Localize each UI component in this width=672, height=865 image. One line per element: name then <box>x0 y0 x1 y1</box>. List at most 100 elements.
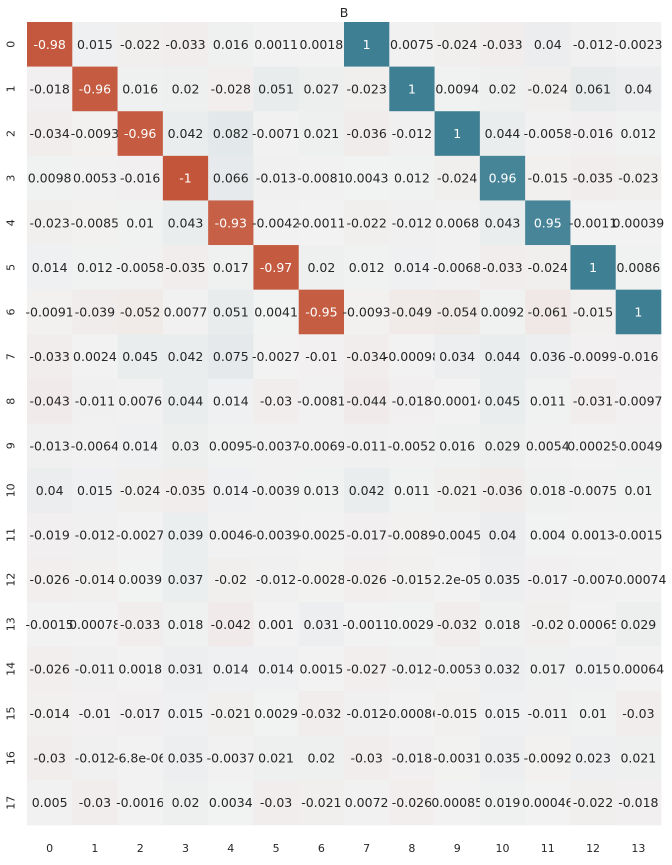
cell-value-label: -0.024 <box>437 171 477 186</box>
cell-value-label: 0.01 <box>579 706 607 721</box>
cell-value-label: 0.042 <box>168 349 204 364</box>
heatmap-cell <box>72 334 118 380</box>
heatmap-cell <box>117 245 164 290</box>
cell-value-label: -0.0058 <box>524 126 572 141</box>
heatmap-cell <box>525 155 571 201</box>
heatmap-cell <box>344 601 390 647</box>
heatmap-cell <box>525 245 571 290</box>
heatmap-cell <box>570 200 617 246</box>
heatmap-cell <box>253 66 300 112</box>
heatmap-cell <box>615 22 662 67</box>
cell-value-label: -0.007 <box>573 572 613 587</box>
heatmap-cell <box>27 468 73 514</box>
cell-value-label: 0.04 <box>36 483 64 498</box>
cell-value-label: -0.021 <box>211 706 251 721</box>
cell-value-label: -0.027 <box>346 661 386 676</box>
cell-value-label: 0.0053 <box>73 171 117 186</box>
x-tick-label: 11 <box>541 842 555 855</box>
heatmap-cell <box>162 780 209 826</box>
heatmap-cell <box>162 691 209 737</box>
heatmap-cell <box>525 334 571 380</box>
heatmap-cell <box>479 378 526 424</box>
cell-value-label: 0.031 <box>168 661 204 676</box>
cell-value-label: 0.051 <box>258 81 294 96</box>
cell-value-label: -0.0045 <box>433 528 481 543</box>
cell-value-label: 0.012 <box>349 260 385 275</box>
cell-value-label: -0.012 <box>392 215 432 230</box>
heatmap-cell <box>117 468 164 514</box>
heatmap-cell <box>479 289 526 335</box>
heatmap-cell <box>389 735 435 781</box>
heatmap-cell <box>525 468 571 514</box>
heatmap-cell <box>389 289 435 335</box>
cell-value-label: 0.0029 <box>254 706 298 721</box>
heatmap-cell <box>570 557 617 603</box>
heatmap-cell <box>479 22 526 67</box>
cell-value-label: 0.0072 <box>345 795 389 810</box>
heatmap-cell <box>72 66 118 112</box>
cell-value-label: -0.026 <box>29 572 69 587</box>
cell-value-label: 0.0077 <box>164 304 208 319</box>
cell-value-label: -0.01 <box>79 706 111 721</box>
heatmap-cell <box>298 512 345 558</box>
cell-value-label: 1 <box>363 37 371 52</box>
heatmap-cell <box>162 200 209 246</box>
heatmap-cell <box>434 557 481 603</box>
heatmap-cell <box>298 200 345 246</box>
cell-value-label: -0.039 <box>75 304 115 319</box>
heatmap-cell <box>27 423 73 469</box>
cell-value-label: -0.0093 <box>71 126 119 141</box>
heatmap-cell <box>117 66 164 112</box>
cell-value-label: 0.021 <box>303 126 339 141</box>
heatmap-cell <box>570 468 617 514</box>
heatmap-cell <box>208 423 254 469</box>
heatmap-cell <box>72 780 118 826</box>
heatmap-cell <box>615 200 662 246</box>
cell-value-label: -0.061 <box>528 304 568 319</box>
cell-value-label: 0.013 <box>303 483 339 498</box>
heatmap-cell <box>208 66 254 112</box>
cell-value-label: 1 <box>453 126 461 141</box>
y-tick-label: 5 <box>5 264 18 271</box>
heatmap-cell <box>570 289 617 335</box>
cell-value-label: -0.014 <box>75 572 115 587</box>
cell-value-label: -0.0028 <box>297 572 345 587</box>
cell-value-label: 0.001 <box>258 617 294 632</box>
cell-value-label: -0.013 <box>256 171 296 186</box>
heatmap-cell <box>434 334 481 380</box>
y-tick-label: 16 <box>5 751 18 765</box>
heatmap-cell <box>615 334 662 380</box>
heatmap-cell <box>570 22 617 67</box>
cell-value-label: -0.032 <box>301 706 341 721</box>
heatmap-cell <box>253 601 300 647</box>
heatmap-cell <box>525 512 571 558</box>
heatmap-cell <box>72 468 118 514</box>
cell-value-label: 0.014 <box>122 438 158 453</box>
heatmap-cell <box>525 378 571 424</box>
x-tick-label: 0 <box>46 842 53 855</box>
heatmap-cell <box>72 200 118 246</box>
cell-value-label: -0.0025 <box>297 528 345 543</box>
cell-value-label: -0.02 <box>215 572 247 587</box>
cell-value-label: -0.00098 <box>384 349 440 364</box>
cell-value-label: 0.029 <box>620 617 656 632</box>
heatmap-cell <box>344 289 390 335</box>
heatmap-cell <box>27 111 73 157</box>
y-tick-label: 12 <box>5 573 18 587</box>
heatmap-cell <box>389 423 435 469</box>
heatmap-cell <box>27 22 73 67</box>
cell-value-label: -0.0042 <box>252 215 300 230</box>
heatmap-cell <box>298 66 345 112</box>
cell-value-label: -0.0092 <box>524 751 572 766</box>
heatmap-cell <box>162 646 209 692</box>
cell-value-label: 0.018 <box>485 617 521 632</box>
heatmap-cell <box>344 66 390 112</box>
cell-value-label: -0.0039 <box>252 483 300 498</box>
heatmap-cell <box>72 378 118 424</box>
heatmap-cell <box>344 780 390 826</box>
cell-value-label: -0.011 <box>528 706 568 721</box>
heatmap-cell <box>208 468 254 514</box>
cell-value-label: 0.016 <box>122 81 158 96</box>
cell-value-label: -0.026 <box>346 572 386 587</box>
